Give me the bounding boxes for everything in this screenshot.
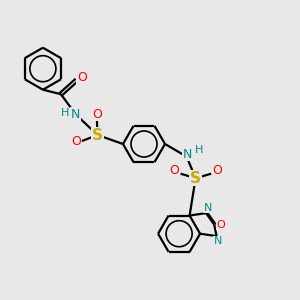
- Text: O: O: [93, 107, 102, 121]
- Text: N: N: [182, 148, 192, 161]
- Text: S: S: [92, 128, 103, 142]
- Text: N: N: [214, 236, 222, 247]
- Text: N: N: [70, 107, 80, 121]
- Text: O: O: [170, 164, 179, 177]
- Text: H: H: [61, 108, 70, 118]
- Text: O: O: [71, 135, 81, 148]
- Text: S: S: [190, 171, 201, 186]
- Text: H: H: [194, 145, 203, 155]
- Text: O: O: [77, 71, 87, 84]
- Text: O: O: [212, 164, 222, 177]
- Text: O: O: [216, 220, 225, 230]
- Text: N: N: [203, 203, 212, 213]
